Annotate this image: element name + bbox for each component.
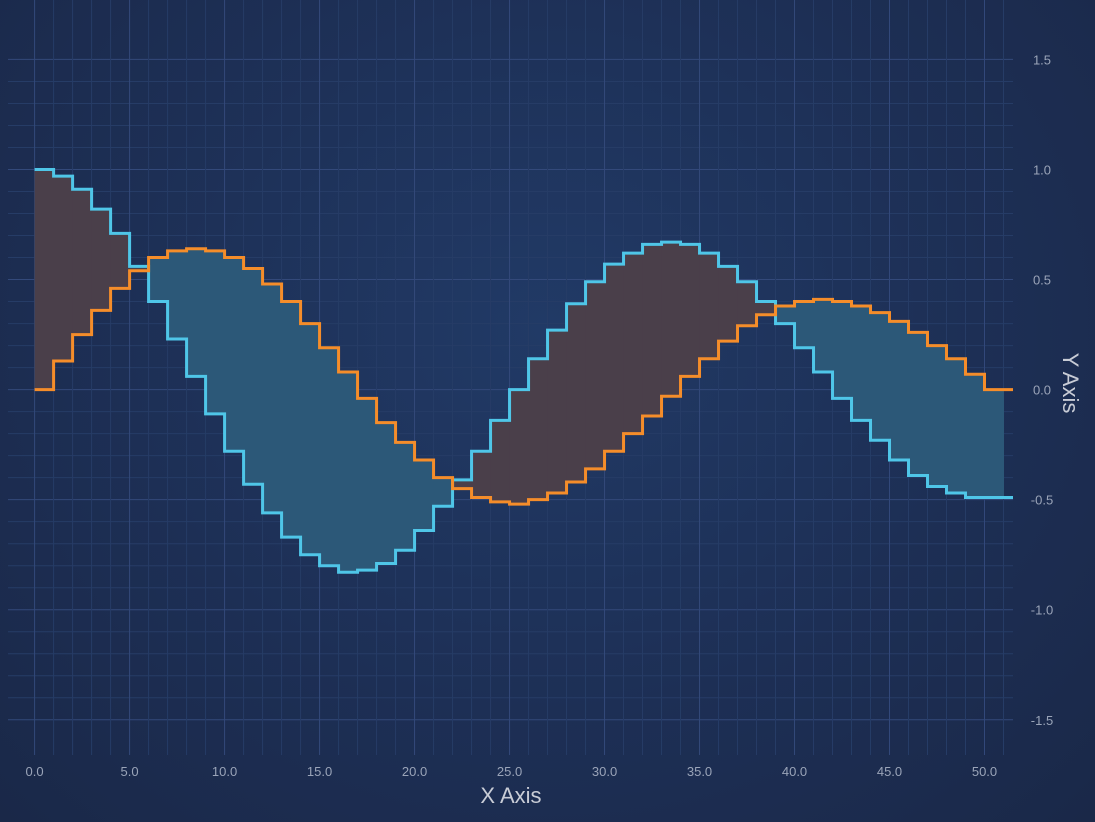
- y-tick-label: 0.5: [1033, 273, 1051, 288]
- x-tick-label: 35.0: [687, 764, 712, 779]
- band-segment: [604, 264, 625, 452]
- x-tick-label: 15.0: [307, 764, 332, 779]
- band-segment: [452, 479, 473, 489]
- y-tick-label: 0.0: [1033, 383, 1051, 398]
- band-segment: [509, 389, 530, 505]
- x-tick-label: 5.0: [121, 764, 139, 779]
- band-segment: [471, 451, 492, 498]
- x-tick-label: 50.0: [972, 764, 997, 779]
- x-tick-label: 20.0: [402, 764, 427, 779]
- band-segment: [414, 460, 435, 531]
- band-segment: [623, 253, 644, 434]
- x-tick-label: 25.0: [497, 764, 522, 779]
- band-segment: [72, 189, 93, 335]
- band-segment: [91, 209, 112, 311]
- x-tick-label: 30.0: [592, 764, 617, 779]
- band-segment: [395, 442, 416, 551]
- band-segment: [889, 321, 910, 461]
- band-segment: [775, 305, 796, 324]
- band-segment: [338, 371, 359, 573]
- y-axis-ticks: 1.5 1.0 0.5 0.0 -0.5 -1.0 -1.5: [1031, 52, 1053, 727]
- x-tick-label: 45.0: [877, 764, 902, 779]
- band-segment: [205, 250, 226, 414]
- x-tick-label: 40.0: [782, 764, 807, 779]
- y-tick-label: 1.0: [1033, 162, 1051, 177]
- band-segment: [319, 347, 340, 566]
- band-segment: [851, 305, 872, 421]
- band-segment: [908, 332, 929, 476]
- band-fills: [34, 169, 1005, 573]
- band-segment: [129, 266, 150, 271]
- band-segment: [832, 301, 853, 399]
- x-axis-ticks: 0.0 5.0 10.0 15.0 20.0 25.0 30.0 35.0 40.0 45.0 50…: [26, 764, 998, 779]
- band-segment: [167, 250, 188, 339]
- y-tick-label: -0.5: [1031, 493, 1053, 508]
- series-line-1: [34, 167, 1013, 574]
- band-segment: [186, 248, 207, 377]
- band-segment: [433, 477, 454, 507]
- series-lines: [34, 167, 1013, 574]
- band-segment: [148, 257, 169, 302]
- band-segment: [224, 257, 245, 452]
- band-segment: [870, 312, 891, 441]
- x-tick-label: 10.0: [212, 764, 237, 779]
- band-segment: [300, 323, 321, 555]
- x-axis-title: X Axis: [480, 783, 541, 808]
- band-segment: [927, 345, 948, 487]
- band-segment: [984, 389, 1005, 498]
- band-segment: [243, 268, 264, 485]
- band-segment: [262, 283, 283, 513]
- band-segment: [53, 176, 74, 361]
- y-tick-label: 1.5: [1033, 52, 1051, 67]
- band-segment: [547, 330, 568, 494]
- y-tick-label: -1.0: [1031, 603, 1053, 618]
- band-segment: [490, 420, 511, 502]
- band-segment: [756, 301, 777, 315]
- band-segment: [642, 244, 663, 417]
- band-segment: [813, 299, 834, 372]
- series-line-2: [34, 247, 1013, 506]
- band-segment: [585, 281, 606, 469]
- band-segment: [661, 242, 682, 397]
- band-segment: [281, 301, 302, 538]
- band-segment: [566, 303, 587, 483]
- y-axis-title: Y Axis: [1058, 353, 1083, 414]
- band-segment: [376, 422, 397, 564]
- y-tick-label: -1.5: [1031, 713, 1053, 728]
- x-tick-label: 0.0: [26, 764, 44, 779]
- band-segment: [357, 398, 378, 571]
- band-segment: [718, 266, 739, 342]
- band-segment: [946, 358, 967, 494]
- band-segment: [680, 244, 701, 377]
- band-segment: [737, 281, 758, 326]
- band-segment: [794, 301, 815, 348]
- band-segment: [528, 358, 549, 500]
- band-segment: [699, 253, 720, 359]
- band-segment: [110, 233, 131, 289]
- band-segment: [965, 374, 986, 498]
- band-segment: [34, 169, 55, 390]
